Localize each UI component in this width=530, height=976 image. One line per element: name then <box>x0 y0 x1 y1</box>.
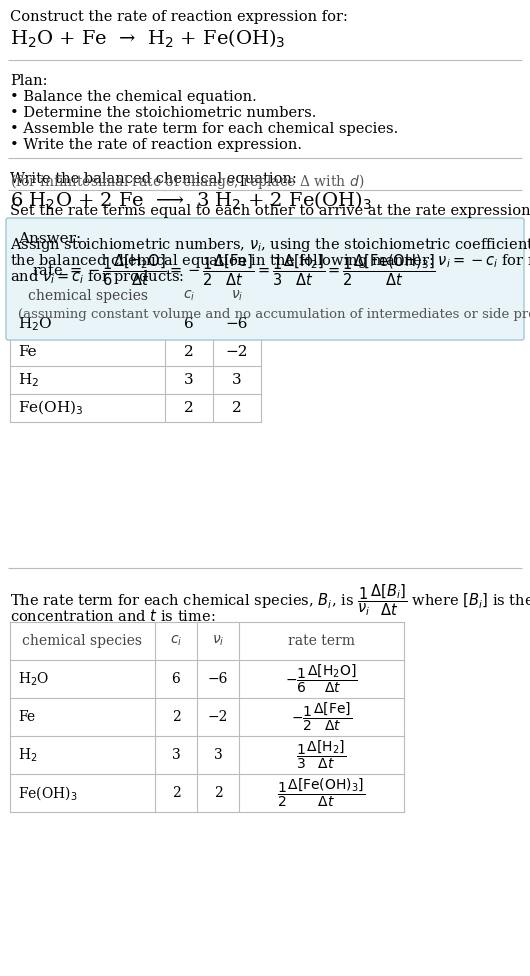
Text: 2: 2 <box>184 401 194 415</box>
Text: Fe: Fe <box>18 345 37 359</box>
Text: −2: −2 <box>208 710 228 724</box>
Text: H$_2$O + Fe  →  H$_2$ + Fe(OH)$_3$: H$_2$O + Fe → H$_2$ + Fe(OH)$_3$ <box>10 28 286 51</box>
Text: −6: −6 <box>226 317 248 331</box>
Text: Write the balanced chemical equation:: Write the balanced chemical equation: <box>10 172 297 186</box>
Text: 3: 3 <box>184 373 194 387</box>
Text: rate $= -\dfrac{1}{6}\dfrac{\Delta[\mathrm{H_2O}]}{\Delta t} = -\dfrac{1}{2}\dfr: rate $= -\dfrac{1}{6}\dfrac{\Delta[\math… <box>32 252 436 288</box>
Text: $\dfrac{1}{2}\dfrac{\Delta[\mathrm{Fe(OH)_3}]}{\Delta t}$: $\dfrac{1}{2}\dfrac{\Delta[\mathrm{Fe(OH… <box>277 777 366 809</box>
Text: H$_2$O: H$_2$O <box>18 315 52 333</box>
Text: Construct the rate of reaction expression for:: Construct the rate of reaction expressio… <box>10 10 348 24</box>
Text: $\nu_i$: $\nu_i$ <box>212 633 224 648</box>
Text: 3: 3 <box>214 748 223 762</box>
Text: 2: 2 <box>172 710 180 724</box>
Text: $c_i$: $c_i$ <box>170 633 182 648</box>
Text: • Write the rate of reaction expression.: • Write the rate of reaction expression. <box>10 138 302 152</box>
Text: The rate term for each chemical species, $B_i$, is $\dfrac{1}{\nu_i}\dfrac{\Delt: The rate term for each chemical species,… <box>10 582 530 618</box>
Text: $\nu_i$: $\nu_i$ <box>231 289 243 304</box>
Text: H$_2$: H$_2$ <box>18 747 38 763</box>
Text: (assuming constant volume and no accumulation of intermediates or side products): (assuming constant volume and no accumul… <box>18 308 530 321</box>
Text: 6: 6 <box>172 672 180 686</box>
Text: $-\dfrac{1}{2}\dfrac{\Delta[\mathrm{Fe}]}{\Delta t}$: $-\dfrac{1}{2}\dfrac{\Delta[\mathrm{Fe}]… <box>291 701 352 733</box>
Text: the balanced chemical equation in the following manner: $\nu_i = -c_i$ for react: the balanced chemical equation in the fo… <box>10 252 530 270</box>
Text: $-\dfrac{1}{6}\dfrac{\Delta[\mathrm{H_2O}]}{\Delta t}$: $-\dfrac{1}{6}\dfrac{\Delta[\mathrm{H_2O… <box>285 663 358 695</box>
Text: Plan:: Plan: <box>10 74 48 88</box>
Text: $\dfrac{1}{3}\dfrac{\Delta[\mathrm{H_2}]}{\Delta t}$: $\dfrac{1}{3}\dfrac{\Delta[\mathrm{H_2}]… <box>296 739 347 771</box>
Text: Answer:: Answer: <box>18 232 81 246</box>
Text: $c_i$: $c_i$ <box>183 289 195 304</box>
Text: chemical species: chemical species <box>22 634 143 648</box>
Text: −2: −2 <box>226 345 248 359</box>
Text: 2: 2 <box>232 401 242 415</box>
Text: chemical species: chemical species <box>28 289 147 303</box>
Text: rate term: rate term <box>288 634 355 648</box>
Text: 3: 3 <box>232 373 242 387</box>
Text: H$_2$O: H$_2$O <box>18 671 49 688</box>
Text: Fe: Fe <box>18 710 35 724</box>
Text: Set the rate terms equal to each other to arrive at the rate expression:: Set the rate terms equal to each other t… <box>10 204 530 218</box>
Text: • Determine the stoichiometric numbers.: • Determine the stoichiometric numbers. <box>10 106 316 120</box>
Text: 2: 2 <box>214 786 223 800</box>
FancyBboxPatch shape <box>6 218 524 340</box>
Text: concentration and $t$ is time:: concentration and $t$ is time: <box>10 608 216 624</box>
Text: 6: 6 <box>184 317 194 331</box>
Text: H$_2$: H$_2$ <box>18 371 39 388</box>
Text: 2: 2 <box>172 786 180 800</box>
Text: • Assemble the rate term for each chemical species.: • Assemble the rate term for each chemic… <box>10 122 398 136</box>
Text: 2: 2 <box>184 345 194 359</box>
Text: Assign stoichiometric numbers, $\nu_i$, using the stoichiometric coefficients, $: Assign stoichiometric numbers, $\nu_i$, … <box>10 236 530 254</box>
Text: • Balance the chemical equation.: • Balance the chemical equation. <box>10 90 257 104</box>
Text: (for infinitesimal rate of change, replace Δ with $d$): (for infinitesimal rate of change, repla… <box>10 172 364 191</box>
Text: Fe(OH)$_3$: Fe(OH)$_3$ <box>18 399 83 417</box>
Text: and $\nu_i = c_i$ for products:: and $\nu_i = c_i$ for products: <box>10 268 184 286</box>
Text: Fe(OH)$_3$: Fe(OH)$_3$ <box>18 784 78 802</box>
Text: 3: 3 <box>172 748 180 762</box>
Text: 6 H$_2$O + 2 Fe  ⟶  3 H$_2$ + 2 Fe(OH)$_3$: 6 H$_2$O + 2 Fe ⟶ 3 H$_2$ + 2 Fe(OH)$_3$ <box>10 190 372 213</box>
Text: −6: −6 <box>208 672 228 686</box>
